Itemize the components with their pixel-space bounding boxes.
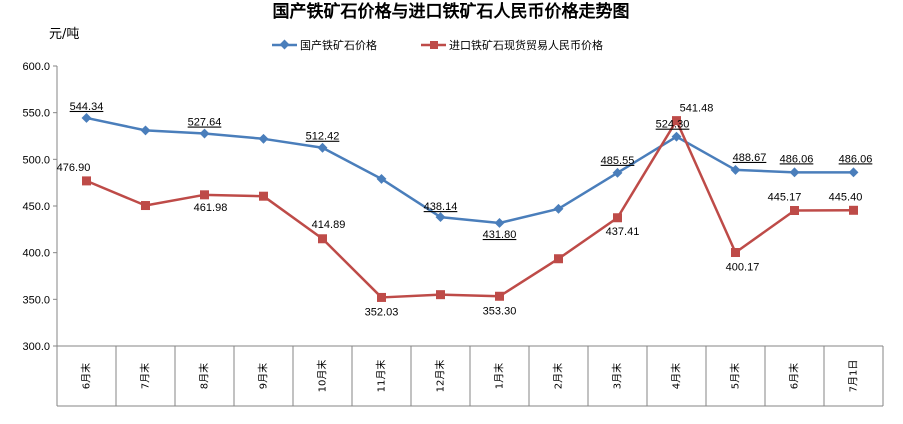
series-layer [81,112,859,302]
data-label-domestic: 485.55 [601,155,635,167]
x-tick-label: 3月末 [611,363,624,389]
data-point-import [259,191,268,201]
data-point-import [849,205,858,215]
data-point-domestic [199,128,210,139]
data-label-domestic: 512.42 [306,131,340,143]
data-label-import: 437.41 [606,226,640,238]
x-tick-label: 7月末 [139,363,152,389]
data-point-domestic [140,125,151,136]
x-tick-label: 4月末 [670,363,683,389]
legend-item-import: 进口铁矿石现货贸易人民币价格 [421,38,603,52]
y-tick-label: 500.0 [22,154,50,166]
data-point-import [790,206,799,216]
data-point-domestic [376,173,387,184]
y-tick-label: 600.0 [22,61,50,73]
axes: 300.0 350.0 400.0 450.0 500.0 550.0 600.0 6月末 7月… [22,61,884,407]
data-label-import: 352.03 [365,306,399,318]
data-label-domestic: 488.67 [733,152,767,164]
y-tick-label: 350.0 [22,294,50,306]
data-point-domestic [317,142,328,153]
data-label-import: 445.17 [768,192,802,204]
data-point-import [318,234,327,244]
data-point-domestic [789,167,800,178]
data-label-import: 445.40 [829,191,863,203]
x-tick-label: 8月末 [198,363,211,389]
data-label-import: 353.30 [483,305,517,317]
data-point-import [377,292,386,302]
legend-label-domestic: 国产铁矿石价格 [300,38,377,52]
data-label-domestic: 524.30 [656,119,690,131]
x-tick-label: 11月末 [375,360,388,393]
data-point-import [495,291,504,301]
data-label-import: 461.98 [194,202,228,214]
x-tick-label: 1月末 [493,363,506,389]
data-point-import [141,201,150,211]
y-tick-label: 400.0 [22,248,50,260]
data-point-domestic [435,212,446,223]
data-point-domestic [730,164,741,175]
data-point-domestic [612,167,623,178]
x-tick-label: 7月1日 [848,360,860,393]
chart-title: 国产铁矿石价格与进口铁矿石人民币价格走势图 [273,1,630,22]
y-axis-unit-label: 元/吨 [49,27,79,42]
data-point-import [436,290,445,300]
data-point-import [731,248,740,258]
y-tick-label: 300.0 [22,341,50,353]
data-label-import: 400.17 [726,262,760,274]
legend-marker-import [430,41,438,49]
data-label-import: 541.48 [680,103,714,115]
series-line-domestic [86,116,854,225]
y-tick-label: 550.0 [22,108,50,120]
data-point-domestic [553,203,564,214]
series-line-import [86,119,854,299]
data-point-import [200,190,209,200]
data-label-domestic: 486.06 [780,153,814,165]
x-tick-label: 6月末 [80,363,93,389]
x-tick-label: 12月末 [434,360,447,393]
data-point-domestic [848,167,859,178]
legend-item-domestic: 国产铁矿石价格 [272,38,377,52]
data-label-import: 414.89 [312,219,346,231]
data-point-import [82,176,91,186]
data-point-domestic [494,218,505,228]
data-point-domestic [81,112,92,123]
legend: 国产铁矿石价格 进口铁矿石现货贸易人民币价格 [272,38,603,52]
data-label-layer: 544.34 527.64 512.42 438.14 431.80 485.55 524.… [57,101,873,318]
data-point-domestic [671,131,682,142]
x-tick-label: 6月末 [788,363,801,389]
x-tick-label: 5月末 [729,363,742,389]
data-label-domestic: 431.80 [483,229,517,241]
x-tick-label: 10月末 [316,360,329,393]
data-point-domestic [258,133,269,144]
data-label-domestic: 486.06 [839,153,873,165]
data-point-import [672,116,681,126]
x-tick-label: 2月末 [552,363,565,389]
y-tick-label: 450.0 [22,201,50,213]
data-point-import [554,254,563,264]
data-label-domestic: 527.64 [188,117,222,129]
data-point-import [613,213,622,223]
data-label-domestic: 544.34 [70,101,104,113]
data-label-domestic: 438.14 [424,201,458,213]
x-tick-label: 9月末 [257,363,270,389]
legend-marker-domestic [279,39,290,50]
legend-label-import: 进口铁矿石现货贸易人民币价格 [449,38,603,52]
data-label-import: 476.90 [57,162,91,174]
